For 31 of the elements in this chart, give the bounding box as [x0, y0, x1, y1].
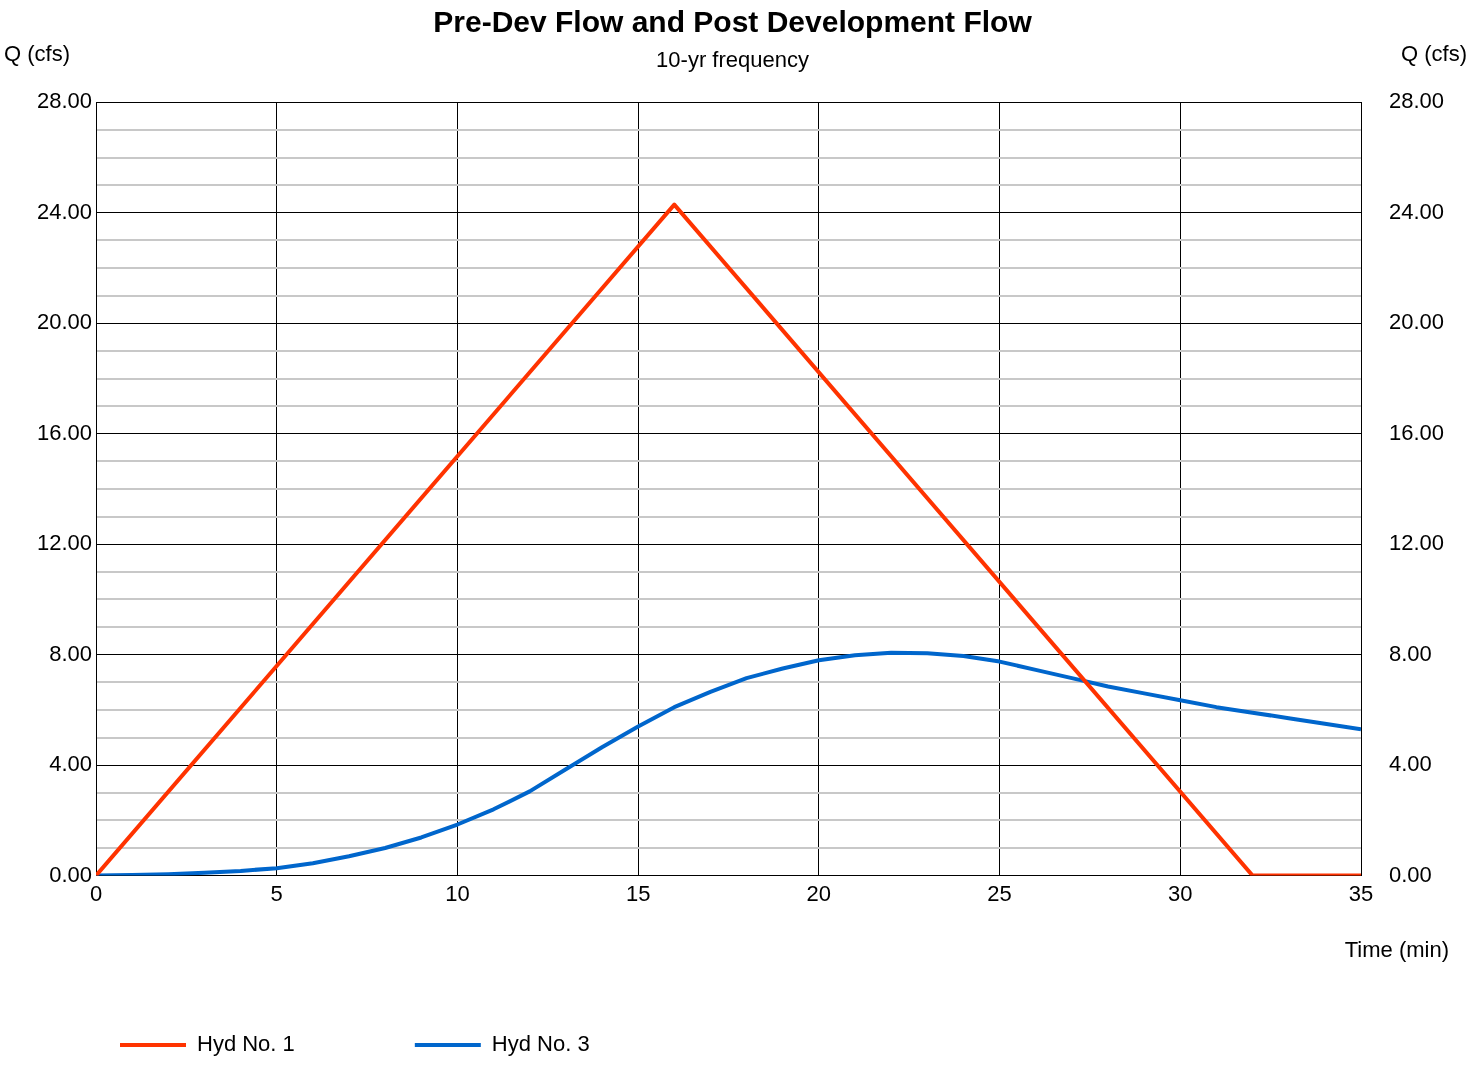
y2-tick-label: 8.00	[1389, 640, 1432, 666]
legend-label: Hyd No. 1	[197, 1031, 295, 1057]
x-tick-label: 5	[270, 880, 283, 906]
y-tick-label: 28.00	[36, 88, 92, 114]
y-tick-label: 0.00	[49, 861, 92, 887]
x-tick-label: 35	[1348, 880, 1374, 906]
x-tick-label: 15	[625, 880, 651, 906]
y2-axis-title: Q (cfs)	[1401, 41, 1467, 67]
y-axis-title: Q (cfs)	[4, 41, 70, 67]
x-tick-label: 0	[89, 880, 103, 906]
y-tick-label: 12.00	[36, 530, 92, 556]
chart-subtitle: 10-yr frequency	[656, 47, 809, 73]
y2-tick-label: 4.00	[1389, 751, 1432, 777]
y2-tick-label: 0.00	[1389, 861, 1432, 887]
x-tick-label: 10	[445, 880, 470, 906]
y-tick-label: 8.00	[49, 640, 92, 666]
y2-tick-label: 12.00	[1389, 530, 1445, 556]
y2-tick-label: 28.00	[1389, 88, 1445, 114]
y2-tick-label: 24.00	[1389, 198, 1445, 224]
y-tick-label: 4.00	[49, 751, 92, 777]
x-tick-label: 25	[987, 880, 1012, 906]
y-tick-label: 20.00	[36, 309, 92, 335]
x-axis-title: Time (min)	[1344, 936, 1449, 962]
chart-title: Pre-Dev Flow and Post Development Flow	[433, 5, 1033, 39]
y-tick-label: 16.00	[36, 419, 92, 445]
y-tick-label: 24.00	[36, 198, 92, 224]
x-tick-label: 30	[1168, 880, 1193, 906]
y2-tick-label: 16.00	[1389, 419, 1445, 445]
x-tick-label: 20	[806, 880, 832, 906]
y2-tick-label: 20.00	[1389, 309, 1445, 335]
legend-label: Hyd No. 3	[491, 1031, 590, 1057]
